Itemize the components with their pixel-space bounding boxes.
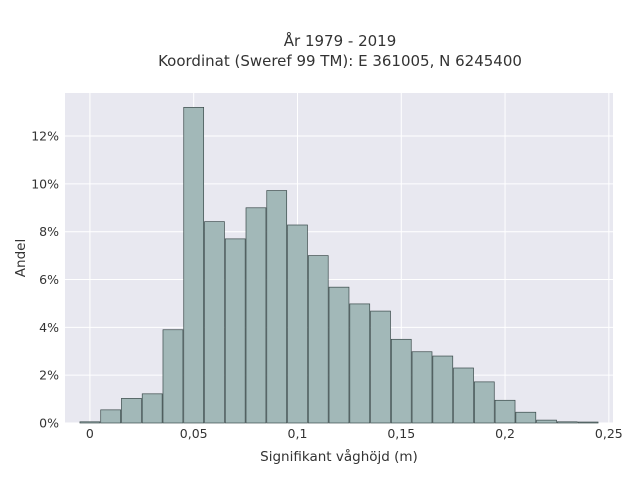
bar	[370, 310, 391, 424]
bars	[79, 106, 599, 424]
y-tick-label: 6%	[39, 272, 59, 287]
y-tick-label: 2%	[39, 368, 59, 383]
bar	[494, 399, 516, 424]
x-axis-ticks: 0 0,05 0,1 0,15 0,2 0,25	[86, 426, 623, 441]
bar	[121, 398, 142, 424]
y-axis-label: Andel	[13, 239, 29, 277]
bar	[536, 419, 557, 424]
bar	[473, 381, 495, 424]
bar	[224, 238, 246, 424]
y-axis-ticks: 0% 2% 4% 6% 8% 10% 12%	[31, 129, 59, 431]
bar	[411, 351, 433, 424]
y-tick-label: 4%	[39, 320, 59, 335]
y-tick-label: 0%	[39, 416, 59, 431]
bar	[100, 409, 121, 424]
bar	[266, 190, 288, 424]
y-tick-label: 12%	[31, 129, 59, 144]
bar	[515, 411, 537, 424]
bar	[245, 207, 267, 424]
bar	[287, 224, 308, 424]
chart-title-line-2: Koordinat (Sweref 99 TM): E 361005, N 62…	[158, 52, 522, 70]
x-tick-label: 0,2	[495, 426, 515, 441]
bar	[432, 355, 454, 424]
bar	[577, 421, 599, 424]
bar	[162, 329, 184, 424]
bar	[204, 221, 225, 424]
chart-title-line-1: År 1979 - 2019	[284, 31, 397, 50]
x-tick-label: 0,05	[180, 426, 208, 441]
x-tick-label: 0,25	[595, 426, 623, 441]
bar	[183, 106, 205, 424]
x-tick-label: 0	[86, 426, 94, 441]
y-tick-label: 10%	[31, 176, 59, 191]
bar	[328, 286, 350, 424]
bar	[349, 303, 371, 424]
bar	[307, 255, 329, 424]
x-tick-label: 0,15	[387, 426, 415, 441]
bar	[79, 421, 101, 424]
x-tick-label: 0,1	[288, 426, 308, 441]
bar	[557, 421, 578, 424]
bar	[141, 393, 163, 424]
bar	[390, 338, 412, 424]
x-axis-label: Signifikant våghöjd (m)	[260, 448, 418, 465]
bar	[453, 367, 474, 424]
y-tick-label: 8%	[39, 224, 59, 239]
